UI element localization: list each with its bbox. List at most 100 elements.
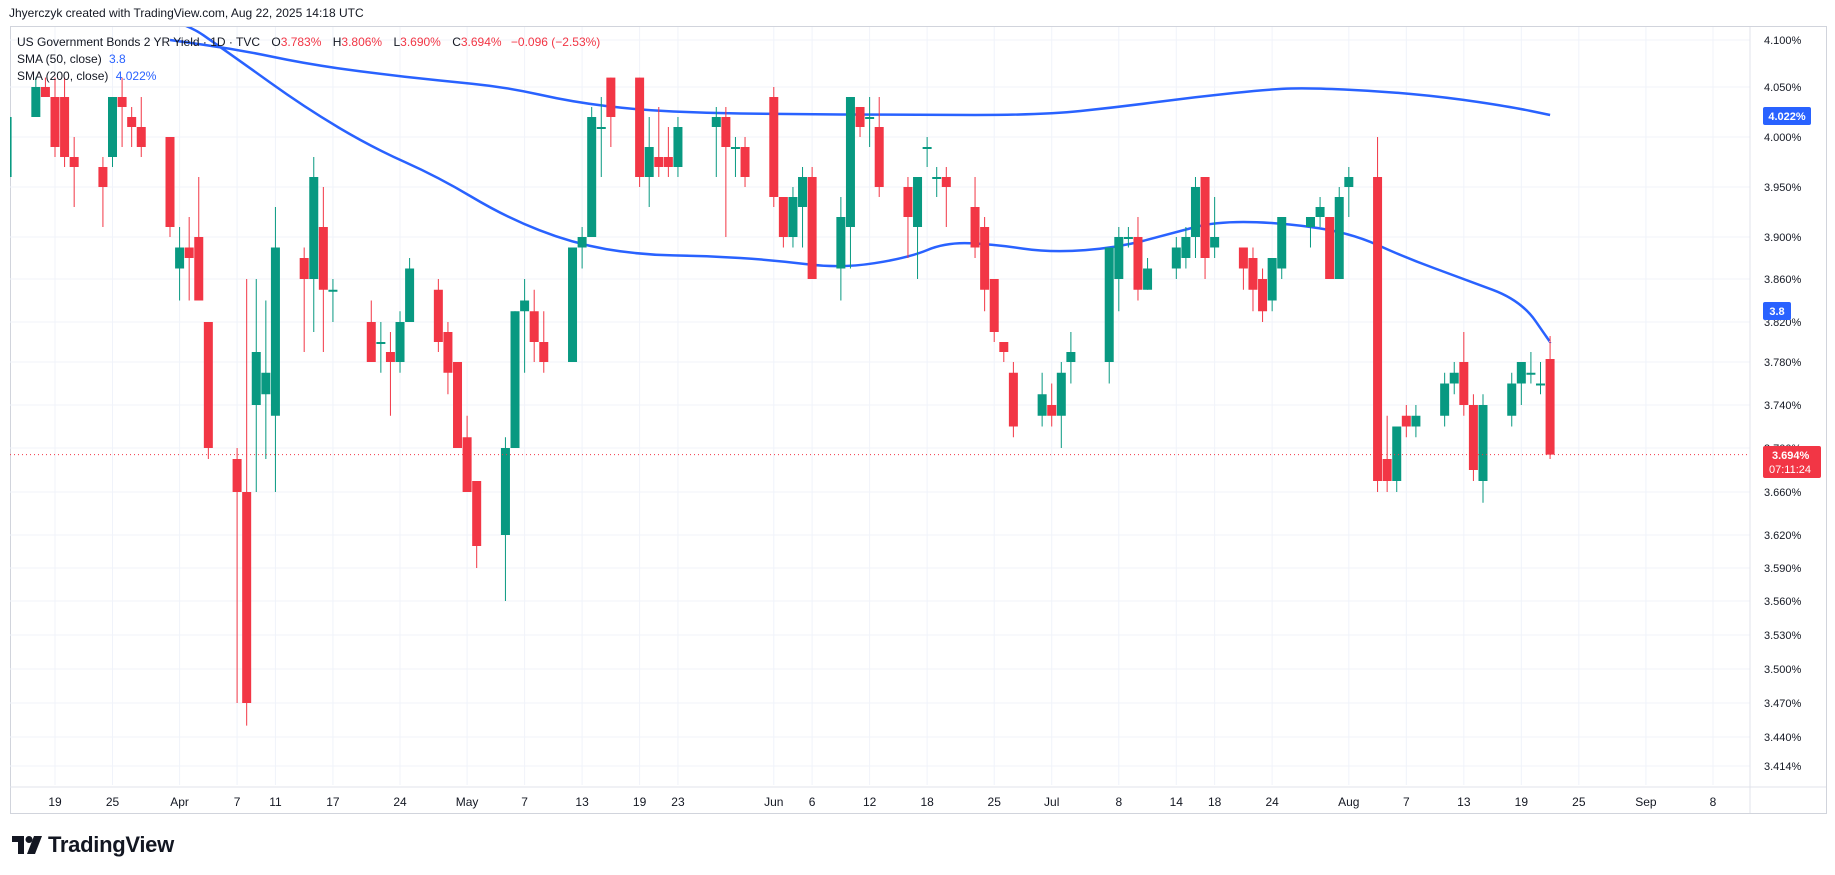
candle-down[interactable] (453, 362, 463, 448)
candle-up[interactable] (596, 97, 606, 177)
candle-down[interactable] (1401, 405, 1411, 438)
tradingview-logo[interactable]: TradingView (12, 832, 174, 858)
candle-down[interactable] (136, 97, 146, 157)
candle-down[interactable] (50, 77, 60, 157)
candle-up[interactable] (1305, 217, 1315, 248)
candle-down[interactable] (635, 77, 645, 187)
candle-down[interactable] (1382, 415, 1392, 492)
candle-down[interactable] (1200, 177, 1210, 279)
candle-up[interactable] (1104, 247, 1114, 384)
candle-down[interactable] (40, 77, 50, 97)
candle-down[interactable] (1047, 383, 1057, 427)
candle-down[interactable] (232, 448, 242, 703)
candle-down[interactable] (654, 107, 664, 177)
candle-down[interactable] (1373, 137, 1383, 492)
candle-up[interactable] (1190, 177, 1200, 258)
candle-down[interactable] (1133, 217, 1143, 301)
candle-down[interactable] (318, 187, 328, 352)
candle-down[interactable] (874, 97, 884, 197)
candle-up[interactable] (1526, 352, 1536, 384)
candle-up[interactable] (1037, 372, 1047, 427)
candle-down[interactable] (941, 167, 951, 227)
candle-up[interactable] (1440, 372, 1450, 427)
candle-up[interactable] (500, 437, 510, 601)
candle-up[interactable] (376, 322, 386, 373)
candle-up[interactable] (1516, 362, 1526, 405)
candle-up[interactable] (309, 157, 319, 332)
candle-up[interactable] (1411, 405, 1421, 438)
candle-down[interactable] (194, 177, 204, 301)
candle-down[interactable] (740, 137, 750, 187)
candle-up[interactable] (108, 97, 118, 167)
candle-up[interactable] (845, 97, 855, 269)
candle-down[interactable] (1008, 362, 1018, 438)
chart-plot[interactable]: 4.100% 4.050% 4.000% 3.950% 3.900% 3.860% 3.8 2… (0, 0, 1835, 830)
candle-up[interactable] (1315, 197, 1325, 227)
candle-up[interactable] (1066, 332, 1076, 384)
sma50-line[interactable] (7, 12, 1552, 344)
candle-up[interactable] (31, 77, 41, 117)
candle-up[interactable] (1344, 167, 1354, 217)
candle-up[interactable] (405, 258, 415, 322)
candle-down[interactable] (1545, 336, 1555, 459)
candle-up[interactable] (711, 107, 721, 177)
candle-up[interactable] (798, 167, 808, 248)
candle-up[interactable] (913, 177, 923, 279)
candle-down[interactable] (778, 197, 788, 248)
candle-down[interactable] (472, 481, 482, 568)
candle-up[interactable] (1267, 258, 1277, 312)
candle-down[interactable] (903, 177, 913, 258)
candle-up[interactable] (932, 167, 942, 197)
candle-up[interactable] (328, 279, 338, 322)
candle-down[interactable] (433, 279, 443, 352)
candle-up[interactable] (1171, 237, 1181, 279)
candle-down[interactable] (385, 332, 395, 416)
candle-up[interactable] (922, 137, 932, 167)
candle-up[interactable] (1056, 362, 1066, 448)
candle-down[interactable] (1238, 247, 1248, 290)
candle-up[interactable] (730, 137, 740, 177)
candle-up[interactable] (788, 187, 798, 248)
candle-down[interactable] (663, 127, 673, 177)
candle-up[interactable] (836, 197, 846, 301)
candle-down[interactable] (462, 415, 472, 492)
candle-up[interactable] (270, 207, 280, 492)
candle-up[interactable] (1449, 362, 1459, 395)
candle-up[interactable] (510, 311, 520, 448)
candle-down[interactable] (980, 217, 990, 312)
candle-up[interactable] (395, 311, 405, 373)
candle-up[interactable] (865, 97, 875, 147)
candle-down[interactable] (117, 77, 127, 147)
candle-up[interactable] (3, 117, 12, 187)
candle-down[interactable] (1459, 332, 1469, 416)
candle-down[interactable] (443, 322, 453, 395)
candle-down[interactable] (970, 177, 980, 258)
candle-down[interactable] (366, 300, 376, 363)
candle-up[interactable] (1334, 187, 1344, 279)
candle-down[interactable] (203, 322, 213, 459)
candle-up[interactable] (1277, 217, 1287, 279)
candle-down[interactable] (1248, 247, 1258, 312)
candle-down[interactable] (184, 217, 194, 301)
candle-up[interactable] (568, 247, 578, 363)
candle-down[interactable] (606, 77, 616, 147)
candle-up[interactable] (577, 227, 587, 269)
candle-down[interactable] (1258, 268, 1268, 323)
candle-up[interactable] (1114, 227, 1124, 312)
candle-up[interactable] (251, 279, 261, 492)
candle-up[interactable] (1181, 227, 1191, 269)
legend-sma200-row[interactable]: SMA (200, close) 4.022% (17, 68, 600, 85)
candle-down[interactable] (529, 289, 539, 362)
candle-down[interactable] (989, 279, 999, 342)
candle-up[interactable] (1210, 197, 1220, 258)
candle-down[interactable] (769, 87, 779, 207)
candle-up[interactable] (673, 117, 683, 177)
candle-up[interactable] (1392, 426, 1402, 493)
candle-up[interactable] (587, 107, 597, 237)
legend-sma50-row[interactable]: SMA (50, close) 3.8 (17, 51, 600, 68)
candle-down[interactable] (98, 157, 108, 227)
candle-down[interactable] (165, 137, 175, 237)
candle-down[interactable] (855, 107, 865, 137)
candle-down[interactable] (1325, 217, 1335, 279)
candle-up[interactable] (1478, 394, 1488, 503)
